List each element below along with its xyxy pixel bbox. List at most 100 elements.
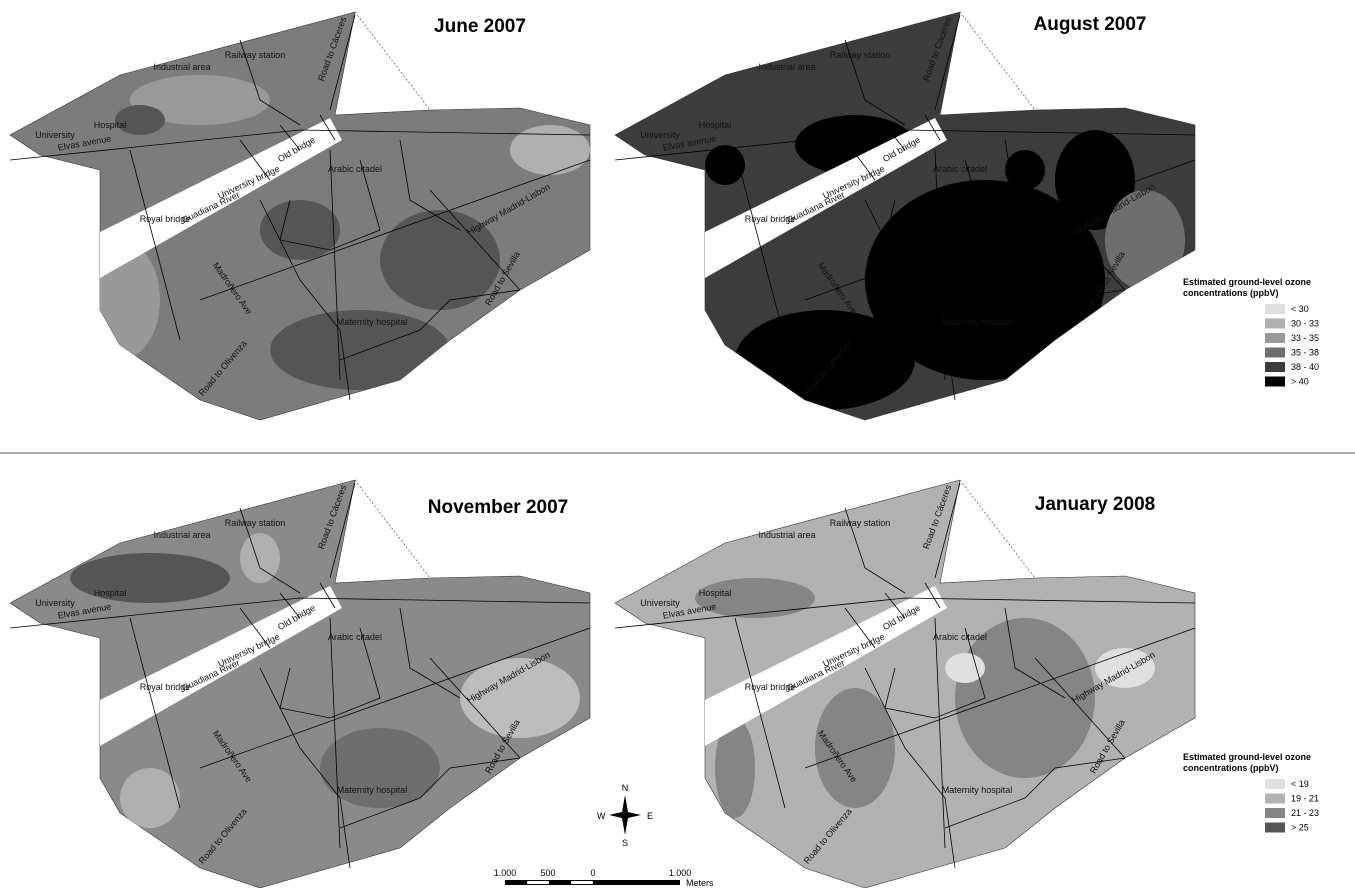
road	[339, 289, 521, 361]
road	[239, 607, 271, 649]
compass-e: E	[647, 811, 653, 821]
zone	[1105, 190, 1185, 290]
road	[924, 114, 941, 141]
zone	[320, 728, 440, 808]
place-label: Arabic citadel	[328, 632, 382, 642]
legend-swatch	[1265, 376, 1285, 387]
road	[734, 149, 786, 341]
road	[129, 617, 181, 809]
place-label: Royal bridge	[140, 682, 191, 692]
legend-swatch	[1265, 362, 1285, 372]
place-label: Royal bridge	[140, 214, 191, 224]
road	[884, 124, 906, 151]
road-edge	[354, 479, 431, 579]
zone	[460, 658, 580, 738]
road	[1034, 189, 1126, 291]
legend-label: 21 - 23	[1291, 808, 1319, 818]
legend-label: > 40	[1291, 377, 1309, 387]
road	[399, 607, 461, 699]
road	[944, 757, 1126, 829]
legend-label: > 25	[1291, 823, 1309, 833]
road	[1004, 607, 1066, 699]
legend-label: < 30	[1291, 304, 1309, 314]
place-label: Maternity hospital	[942, 317, 1013, 327]
zone	[1095, 648, 1155, 688]
road	[884, 159, 986, 251]
place-label: Railway station	[225, 518, 286, 528]
zone	[70, 553, 230, 603]
zone	[1055, 130, 1135, 230]
road	[844, 607, 876, 649]
road	[844, 39, 906, 126]
road	[924, 582, 941, 609]
place-label: Railway station	[830, 50, 891, 60]
place-label: Royal bridge	[745, 214, 796, 224]
road	[239, 39, 301, 126]
legend-title: concentrations (ppbV)	[1183, 763, 1279, 773]
zone	[260, 200, 340, 260]
legend-swatch	[1265, 808, 1285, 818]
zone	[705, 145, 745, 185]
zone	[955, 618, 1095, 778]
place-label: Hospital	[94, 588, 127, 598]
road	[399, 139, 461, 231]
road	[279, 124, 301, 151]
road	[844, 139, 876, 181]
place-label: Hospital	[699, 120, 732, 130]
road	[199, 159, 591, 301]
place-label: Industrial area	[153, 530, 210, 540]
compass-w: W	[597, 811, 606, 821]
legend-swatch	[1265, 318, 1285, 329]
legend-label: 35 - 38	[1291, 348, 1319, 358]
legend-swatch	[1265, 793, 1285, 804]
scale-bar-white	[571, 881, 593, 884]
legend-label: < 19	[1291, 779, 1309, 789]
zone	[715, 718, 755, 818]
map-title: June 2007	[434, 16, 526, 37]
road	[614, 597, 1196, 629]
road	[844, 507, 906, 594]
scale-label: 1.000	[669, 868, 692, 878]
road	[329, 617, 341, 849]
compass-star	[609, 795, 641, 835]
legend-label: 33 - 35	[1291, 333, 1319, 343]
place-label: University	[640, 598, 680, 608]
road	[319, 114, 336, 141]
place-label: University	[35, 130, 75, 140]
road-edge	[959, 11, 1036, 111]
legend-swatch	[1265, 333, 1285, 343]
road	[339, 757, 521, 829]
road	[884, 627, 986, 719]
road	[429, 657, 521, 759]
map-title: November 2007	[428, 497, 568, 518]
zone	[1005, 150, 1045, 190]
zone	[510, 125, 590, 175]
place-label: Hospital	[94, 120, 127, 130]
road-edge	[354, 11, 431, 111]
zone	[270, 310, 450, 390]
place-label: Arabic citadel	[933, 632, 987, 642]
road	[804, 159, 1196, 301]
road	[9, 129, 591, 161]
place-label: Maternity hospital	[942, 785, 1013, 795]
road-edge	[959, 479, 1036, 579]
road	[934, 482, 961, 579]
zone	[120, 768, 180, 828]
road	[429, 189, 521, 291]
legend-label: 38 - 40	[1291, 362, 1319, 372]
compass-s: S	[622, 838, 628, 848]
legend-swatch	[1265, 779, 1285, 789]
place-label: Railway station	[830, 518, 891, 528]
road	[734, 617, 786, 809]
road	[934, 149, 946, 381]
compass-n: N	[622, 783, 629, 793]
road	[279, 159, 381, 251]
road	[329, 149, 341, 381]
place-label: University	[35, 598, 75, 608]
zone	[115, 105, 165, 135]
river	[705, 118, 947, 278]
place-label: Maternity hospital	[337, 785, 408, 795]
